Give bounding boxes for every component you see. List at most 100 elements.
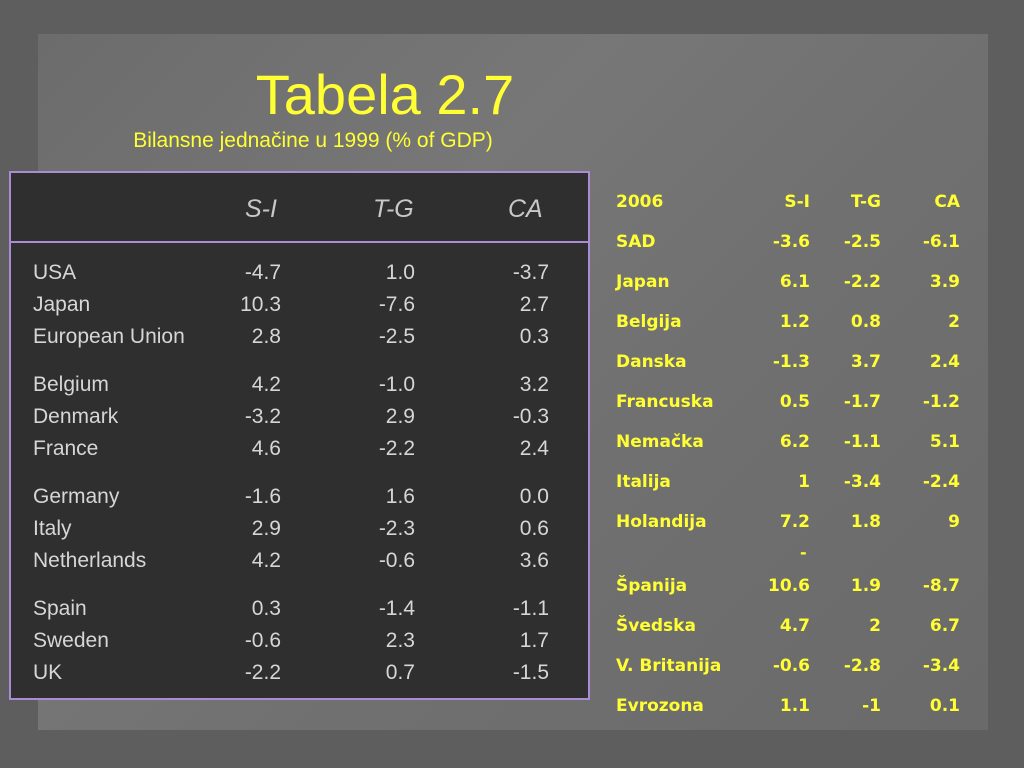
country-name: Danska	[616, 352, 687, 372]
ca-value: 0.1	[929, 696, 960, 716]
country-name: Evrozona	[616, 696, 704, 716]
si-value: -3.2	[244, 405, 281, 428]
ca-value: 5.1	[929, 432, 960, 452]
si-value: -0.6	[244, 629, 281, 652]
table-row: Holandija 7.2 1.8 9	[600, 502, 980, 542]
ca-value: 1.7	[519, 629, 549, 652]
country-name: Italija	[616, 472, 671, 492]
si-value: 6.2	[779, 432, 810, 452]
ca-value: CA	[934, 192, 960, 212]
table-2006: 2006 S-I T-G CA SAD -3.6 -2.5 -6.1 Japan 6.1 -2.2 3…	[600, 182, 980, 722]
table-1999-header: S-I T-G CA	[11, 173, 588, 243]
table-row: Španija 10.6 1.9 -8.7	[600, 566, 980, 606]
country-name: Nemačka	[616, 432, 704, 452]
si-value: -0.6	[772, 656, 810, 676]
country-name: Sweden	[33, 629, 109, 652]
tg-value: -3.4	[843, 472, 881, 492]
country-name: SAD	[616, 232, 656, 252]
table-row: Danska -1.3 3.7 2.4	[600, 342, 980, 382]
tg-value: -2.8	[843, 656, 881, 676]
country-name: Japan	[33, 293, 91, 316]
tg-value: 3.7	[850, 352, 881, 372]
country-name: Japan	[616, 272, 670, 292]
tg-value: -2.2	[378, 437, 415, 460]
si-value: 7.2	[779, 512, 810, 532]
ca-value: -1.2	[922, 392, 960, 412]
country-name: Belgija	[616, 312, 682, 332]
table-row: Belgija 1.2 0.8 2	[600, 302, 980, 342]
country-name: Italy	[33, 517, 72, 540]
country-name: Španija	[616, 576, 688, 596]
tg-value: -1.0	[378, 373, 415, 396]
tg-value: 1.8	[850, 512, 881, 532]
ca-value: 0.0	[519, 485, 549, 508]
ca-value: -1.5	[512, 661, 549, 684]
ca-value: -2.4	[922, 472, 960, 492]
si-value: 4.2	[251, 549, 281, 572]
si-value: -1.3	[772, 352, 810, 372]
slide-subtitle: Bilansne jednačine u 1999 (% of GDP)	[133, 129, 493, 152]
tg-value: 1.6	[385, 485, 415, 508]
table-row: Italy 2.9 -2.3 0.6	[11, 517, 588, 549]
country-name: Denmark	[33, 405, 119, 428]
tg-value: -1.1	[843, 432, 881, 452]
table-row: France 4.6 -2.2 2.4	[11, 437, 588, 469]
tg-value: -1	[862, 696, 881, 716]
si-value: 0.3	[251, 597, 281, 620]
tg-value: 2.9	[385, 405, 415, 428]
table-row: Evrozona 1.1 -1 0.1	[600, 686, 980, 726]
table-row: Denmark -3.2 2.9 -0.3	[11, 405, 588, 437]
si-value: -2.2	[244, 661, 281, 684]
country-name: Holandija	[616, 512, 707, 532]
country-name: Germany	[33, 485, 120, 508]
country-name: Francuska	[616, 392, 714, 412]
slide-title: Tabela 2.7	[255, 63, 515, 126]
country-name: Netherlands	[33, 549, 147, 572]
table-row: SAD -3.6 -2.5 -6.1	[600, 222, 980, 262]
table-row: Spain 0.3 -1.4 -1.1	[11, 597, 588, 629]
ca-value: -1.1	[512, 597, 549, 620]
header-tg: T-G	[373, 195, 414, 223]
si-value: 2.9	[251, 517, 281, 540]
tg-value: -1.4	[378, 597, 415, 620]
table-row: Švedska 4.7 2 6.7	[600, 606, 980, 646]
ca-value: 2.4	[519, 437, 549, 460]
stray-dash: -	[800, 543, 807, 562]
ca-value: -0.3	[512, 405, 549, 428]
country-name: Belgium	[33, 373, 109, 396]
table-row: Japan 6.1 -2.2 3.9	[600, 262, 980, 302]
country-name: V. Britanija	[616, 656, 722, 676]
table-row: USA -4.7 1.0 -3.7	[11, 261, 588, 293]
tg-value: 1.0	[385, 261, 415, 284]
ca-value: 6.7	[929, 616, 960, 636]
table-row: Sweden -0.6 2.3 1.7	[11, 629, 588, 661]
si-value: 1.2	[779, 312, 810, 332]
country-name: Švedska	[616, 616, 696, 636]
ca-value: 3.9	[929, 272, 960, 292]
tg-value: -0.6	[378, 549, 415, 572]
tg-value: -2.3	[378, 517, 415, 540]
table-row: V. Britanija -0.6 -2.8 -3.4	[600, 646, 980, 686]
ca-value: 2	[948, 312, 960, 332]
tg-value: 2.3	[385, 629, 415, 652]
si-value: 2.8	[251, 325, 281, 348]
si-value: 4.2	[251, 373, 281, 396]
tg-value: 2	[869, 616, 881, 636]
ca-value: 0.6	[519, 517, 549, 540]
ca-value: 9	[948, 512, 960, 532]
ca-value: 2.7	[519, 293, 549, 316]
table-row: Germany -1.6 1.6 0.0	[11, 485, 588, 517]
ca-value: 3.2	[519, 373, 549, 396]
si-value: 4.7	[779, 616, 810, 636]
tg-value: -2.5	[843, 232, 881, 252]
si-value: -3.6	[772, 232, 810, 252]
si-value: 1.1	[779, 696, 810, 716]
ca-value: 2.4	[929, 352, 960, 372]
country-name: France	[33, 437, 99, 460]
table-row: European Union 2.8 -2.5 0.3	[11, 325, 588, 357]
table-row: Francuska 0.5 -1.7 -1.2	[600, 382, 980, 422]
si-value: 10.3	[240, 293, 281, 316]
tg-value: -2.5	[378, 325, 415, 348]
ca-value: -3.4	[922, 656, 960, 676]
header-ca: CA	[508, 195, 543, 223]
